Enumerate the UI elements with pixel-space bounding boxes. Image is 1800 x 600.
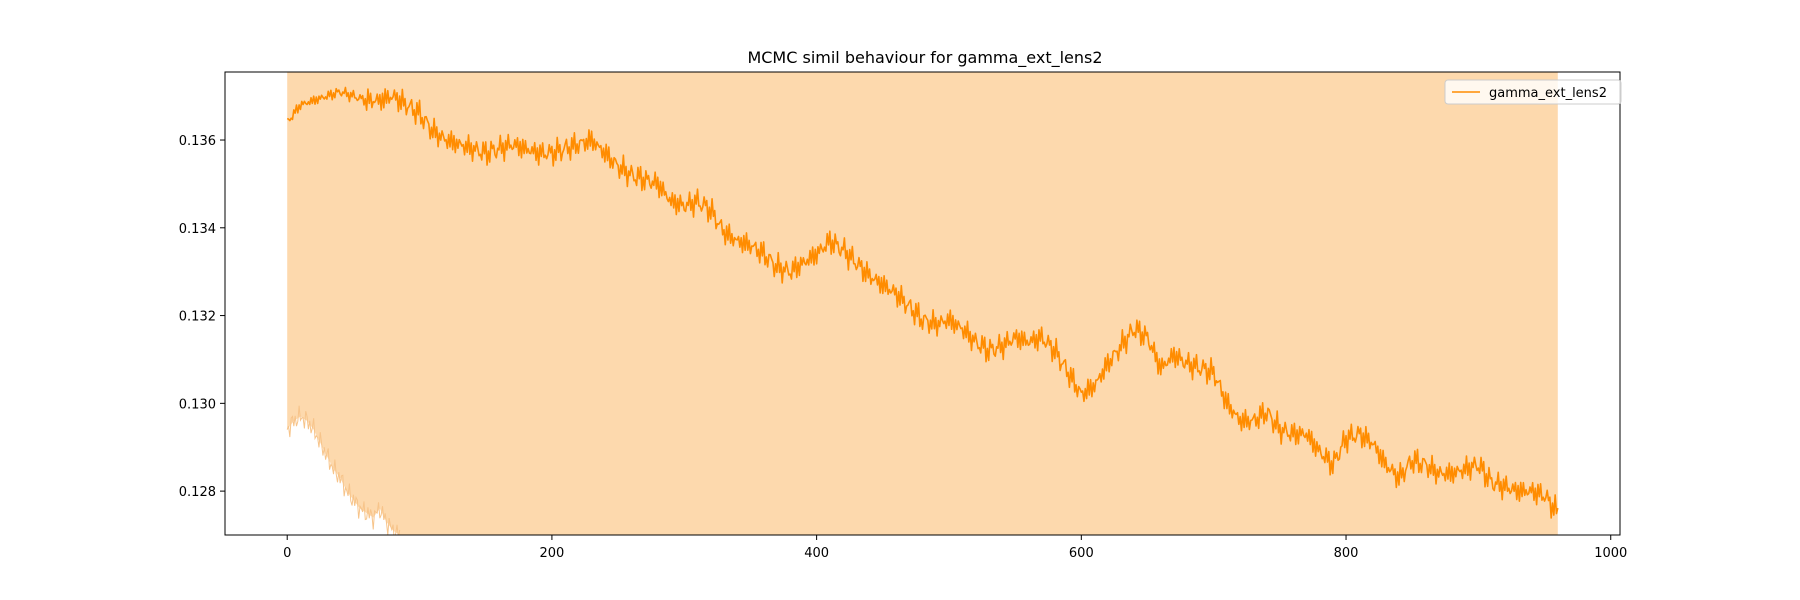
y-tick-label: 0.134 [179, 222, 216, 237]
x-tick-label: 0 [283, 546, 291, 561]
confidence-band [287, 72, 1558, 535]
series-line-gamma_ext_lens2 [286, 86, 1559, 519]
x-tick-label: 1000 [1594, 546, 1627, 561]
x-tick-label: 800 [1334, 546, 1359, 561]
legend-label: gamma_ext_lens2 [1489, 86, 1607, 101]
y-tick-label: 0.136 [179, 134, 216, 149]
x-tick-label: 200 [539, 546, 564, 561]
y-tick-label: 0.130 [179, 397, 216, 412]
y-tick-label: 0.128 [179, 485, 216, 500]
x-tick-label: 400 [804, 546, 829, 561]
band-lower-edge [286, 405, 401, 535]
x-tick-label: 600 [1069, 546, 1094, 561]
legend-box [1444, 79, 1622, 105]
y-tick-label: 0.132 [179, 310, 216, 325]
chart-title: MCMC simil behaviour for gamma_ext_lens2 [747, 48, 1102, 68]
plot-area-frame [224, 71, 1621, 536]
